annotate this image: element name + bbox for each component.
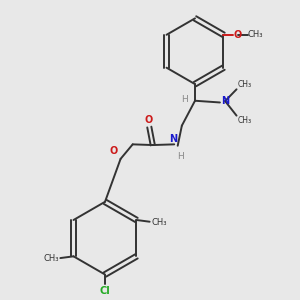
Text: CH₃: CH₃ xyxy=(151,218,167,227)
Text: H: H xyxy=(177,152,184,161)
Text: CH₃: CH₃ xyxy=(237,116,251,125)
Text: O: O xyxy=(110,146,118,156)
Text: O: O xyxy=(234,30,242,40)
Text: CH₃: CH₃ xyxy=(248,30,263,39)
Text: N: N xyxy=(221,96,230,106)
Text: H: H xyxy=(181,94,188,103)
Text: N: N xyxy=(169,134,177,144)
Text: O: O xyxy=(145,115,153,125)
Text: CH₃: CH₃ xyxy=(44,254,59,263)
Text: CH₃: CH₃ xyxy=(237,80,251,88)
Text: Cl: Cl xyxy=(100,286,110,296)
